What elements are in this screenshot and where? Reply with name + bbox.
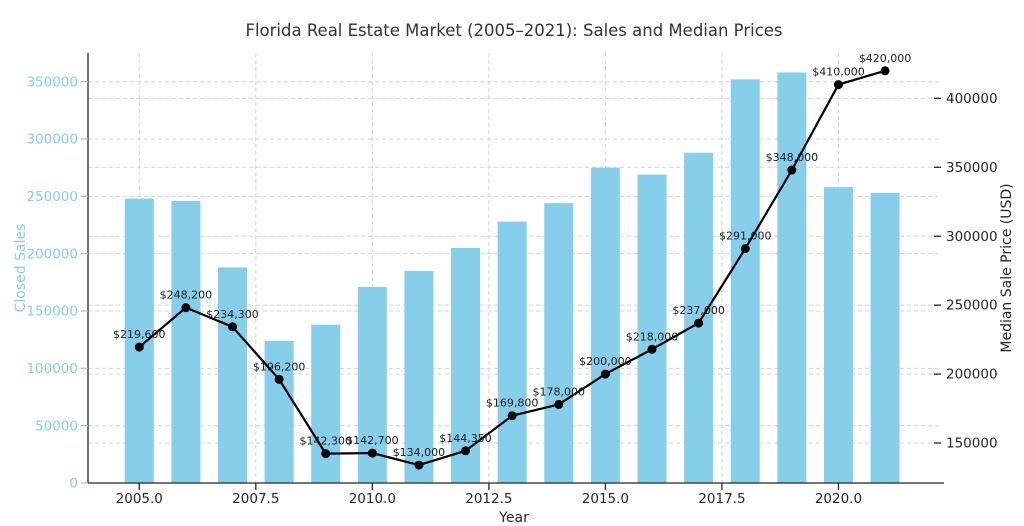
bar-2008 <box>264 340 294 483</box>
price-marker-2020 <box>833 80 843 90</box>
left-axis-title: Closed Sales <box>13 223 29 313</box>
bar-2009 <box>311 324 341 483</box>
bar-2015 <box>590 167 620 483</box>
chart-title: Florida Real Estate Market (2005–2021): … <box>245 21 783 40</box>
x-tick-label: 2017.5 <box>698 491 745 507</box>
bar-2020 <box>823 187 853 483</box>
x-tick-label: 2007.5 <box>232 491 279 507</box>
x-tick-label: 2020.0 <box>815 491 862 507</box>
price-marker-2008 <box>274 374 284 384</box>
price-marker-2013 <box>507 411 517 421</box>
price-label-2011: $134,000 <box>393 446 446 459</box>
price-marker-2019 <box>787 165 797 175</box>
left-tick-label: 200000 <box>26 246 78 262</box>
price-label-2019: $348,000 <box>766 151 819 164</box>
left-tick-label: 250000 <box>26 189 78 205</box>
right-tick-label: 400000 <box>946 91 998 107</box>
price-labels: $219,600 $248,200 $234,300 $196,200 $142,300… <box>113 52 911 459</box>
left-ticks <box>81 81 88 484</box>
right-axis-title: Median Sale Price (USD) <box>999 183 1015 353</box>
x-ticks <box>138 483 840 490</box>
price-label-2018: $291,000 <box>719 230 772 243</box>
price-label-2005: $219,600 <box>113 328 166 341</box>
price-label-2012: $144,350 <box>439 432 492 445</box>
price-label-2016: $218,000 <box>626 330 679 343</box>
bar-2007 <box>217 267 247 483</box>
price-label-2015: $200,000 <box>579 355 632 368</box>
bar-2018 <box>730 79 760 483</box>
left-tick-label: 150000 <box>26 304 78 320</box>
price-marker-2009 <box>321 449 331 459</box>
price-label-2020: $410,000 <box>812 66 865 79</box>
right-tick-label: 350000 <box>946 160 998 176</box>
price-label-2010: $142,700 <box>346 434 399 447</box>
left-tick-labels: 0 50000 100000 150000 200000 250000 300000 3500… <box>26 74 78 491</box>
price-marker-2012 <box>461 446 471 456</box>
price-marker-2015 <box>600 369 610 379</box>
price-label-2009: $142,300 <box>299 435 352 448</box>
right-tick-label: 150000 <box>946 436 998 452</box>
right-tick-label: 200000 <box>946 367 998 383</box>
price-marker-2016 <box>647 344 657 354</box>
bar-2021 <box>870 192 900 484</box>
bar-2019 <box>777 72 807 483</box>
left-tick-label: 350000 <box>26 74 78 90</box>
price-label-2007: $234,300 <box>206 308 259 321</box>
price-marker-2010 <box>367 448 377 458</box>
price-label-2008: $196,200 <box>253 360 306 373</box>
left-tick-label: 50000 <box>35 418 78 434</box>
price-marker-2017 <box>694 318 704 328</box>
bar-2006 <box>171 200 201 484</box>
bar-2017 <box>684 152 714 483</box>
price-marker-2005 <box>134 342 144 352</box>
x-tick-labels: 2005.0 2007.5 2010.0 2012.5 2015.0 2017.5 2020… <box>116 491 862 507</box>
price-marker-2006 <box>181 303 191 313</box>
price-label-2006: $248,200 <box>160 289 213 302</box>
price-marker-2018 <box>740 244 750 254</box>
bar-2011 <box>404 270 434 483</box>
spines <box>87 53 944 484</box>
price-label-2021: $420,000 <box>859 52 912 65</box>
price-marker-2021 <box>880 66 890 76</box>
sales-bars <box>124 72 900 484</box>
price-marker-2011 <box>414 460 424 470</box>
price-marker-2014 <box>554 399 564 409</box>
price-markers <box>134 66 890 470</box>
price-marker-2007 <box>227 322 237 332</box>
x-tick-label: 2015.0 <box>582 491 629 507</box>
x-tick-label: 2012.5 <box>465 491 512 507</box>
bar-2016 <box>637 174 667 483</box>
x-tick-label: 2005.0 <box>116 491 163 507</box>
left-tick-label: 300000 <box>26 132 78 148</box>
x-axis-title: Year <box>499 510 529 526</box>
right-ticks <box>934 97 941 444</box>
right-tick-label: 250000 <box>946 298 998 314</box>
price-label-2013: $169,800 <box>486 397 539 410</box>
bar-2014 <box>544 203 574 484</box>
price-label-2017: $237,000 <box>672 304 725 317</box>
price-label-2014: $178,000 <box>533 385 586 398</box>
right-tick-labels: 150000 200000 250000 300000 350000 400000 <box>946 91 998 452</box>
x-tick-label: 2010.0 <box>349 491 396 507</box>
bar-2005 <box>124 198 154 484</box>
bar-2013 <box>497 221 527 483</box>
left-tick-label: 100000 <box>26 361 78 377</box>
left-tick-label: 0 <box>69 476 78 492</box>
right-tick-label: 300000 <box>946 229 998 245</box>
